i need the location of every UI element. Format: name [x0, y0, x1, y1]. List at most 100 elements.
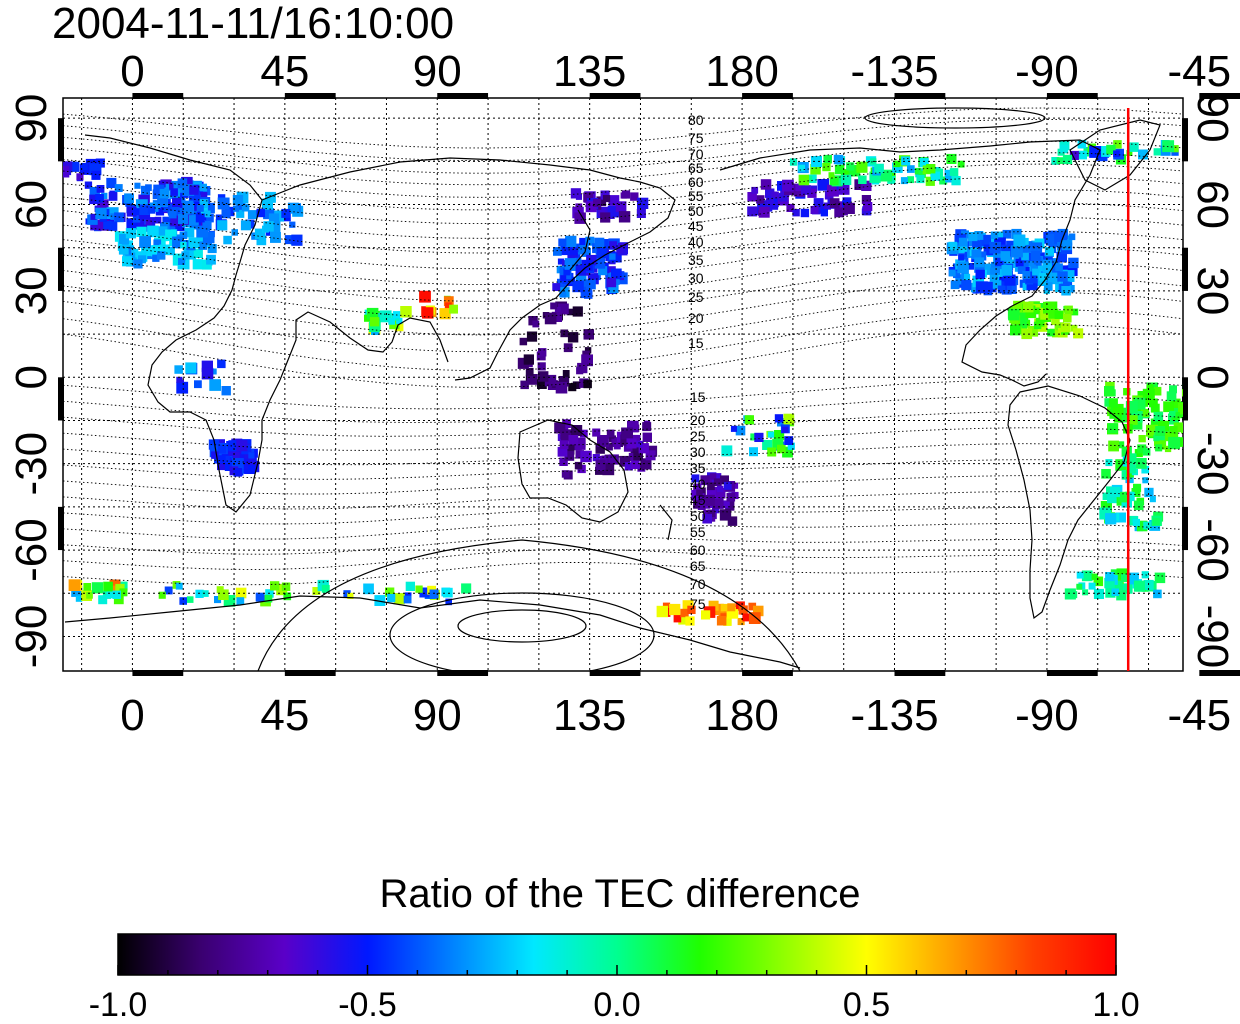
tec-data-cell [269, 221, 281, 232]
tec-data-cell [642, 422, 652, 432]
tec-data-cell [958, 254, 965, 261]
tec-data-cell [247, 456, 256, 466]
left-lat-tick-label: 90 [7, 94, 56, 143]
tec-data-cell [159, 188, 170, 199]
tec-data-cell [241, 203, 250, 212]
right-lat-tick-label: 30 [1188, 266, 1237, 315]
tec-data-cell [1001, 265, 1013, 276]
tec-data-cell [188, 190, 201, 202]
tec-data-cell [184, 227, 195, 238]
tec-data-cell [83, 583, 92, 591]
tec-data-cell [1125, 400, 1138, 413]
tec-data-cell [810, 156, 822, 168]
tec-data-cell [405, 581, 415, 591]
tec-data-cell [89, 187, 100, 198]
tec-data-cell [600, 212, 611, 223]
tec-data-cell [1027, 326, 1039, 337]
tec-data-cell [198, 241, 208, 250]
tec-data-cell [975, 269, 985, 280]
tec-data-cell [1141, 408, 1150, 417]
tec-data-cell [800, 208, 810, 218]
contour-label: 20 [688, 310, 704, 326]
bottom-lon-tick-label: -135 [850, 691, 938, 740]
tec-data-cell [1146, 424, 1158, 437]
tec-data-cell [182, 200, 194, 212]
tec-data-cell [1131, 488, 1141, 497]
tec-data-cell [138, 255, 146, 264]
tec-data-cell [185, 362, 197, 374]
tec-data-cell [1113, 580, 1123, 591]
tec-data-cell [1150, 403, 1160, 413]
tec-data-cell [1123, 388, 1131, 396]
tec-data-cell [880, 169, 893, 182]
tec-data-cell [95, 194, 104, 203]
tec-data-cell [1126, 469, 1134, 478]
tec-data-cell [773, 430, 785, 441]
tec-data-cell [1008, 308, 1020, 321]
tec-data-cell [196, 204, 204, 212]
tec-data-cell [172, 197, 182, 207]
tec-data-cell [1035, 259, 1042, 266]
top-frame-bar [894, 93, 946, 99]
tec-data-cell [261, 198, 273, 210]
tec-data-cell [68, 579, 81, 591]
bottom-frame-bar [589, 670, 641, 676]
tec-data-cell [202, 231, 215, 244]
tec-data-cell [1117, 441, 1125, 449]
tec-data-cell [766, 196, 775, 205]
tec-data-cell [1048, 263, 1061, 275]
top-lon-tick-label: 45 [260, 47, 309, 96]
tec-data-cell [630, 192, 639, 201]
tec-data-cell [110, 585, 117, 592]
tec-data-cell [312, 587, 321, 595]
tec-data-cell [580, 429, 588, 438]
tec-data-cell [762, 439, 773, 450]
contour-south [63, 522, 1183, 540]
tec-data-cell [572, 381, 581, 389]
tec-data-cell [1169, 425, 1178, 435]
tec-data-cell [874, 163, 884, 174]
tec-data-cell [961, 280, 972, 291]
tec-data-cell [1162, 140, 1175, 153]
tec-data-cell [177, 178, 188, 188]
tec-data-cell [721, 500, 730, 509]
contour-label: 15 [688, 335, 704, 351]
tec-data-cell [624, 462, 633, 471]
tec-data-cell [523, 354, 534, 365]
tec-data-cell [1045, 247, 1054, 256]
coastline-south-america [1007, 385, 1131, 620]
tec-data-cell [1125, 453, 1137, 465]
tec-data-cell [532, 320, 540, 328]
tec-data-cell [1107, 493, 1117, 504]
tec-data-cell [1070, 591, 1078, 599]
tec-data-cell [1061, 240, 1072, 251]
tec-data-cell [583, 379, 592, 389]
tec-data-cell [1027, 260, 1038, 272]
tec-data-cell [594, 237, 605, 248]
tec-data-cell [721, 445, 733, 457]
tec-data-cell [1013, 234, 1026, 247]
bottom-lon-tick-label: -45 [1168, 691, 1232, 740]
contour-label: 40 [690, 476, 706, 492]
tec-data-cell [557, 446, 568, 457]
tec-data-cell [840, 169, 851, 179]
left-frame-bar [58, 118, 64, 162]
tec-data-cell [574, 461, 583, 470]
tec-data-cell [1142, 477, 1149, 484]
tec-data-cell [1076, 583, 1083, 590]
tec-data-cell [1138, 149, 1148, 160]
contour-label: 65 [690, 558, 706, 574]
tec-data-cell [1010, 324, 1021, 336]
tec-data-cell [798, 174, 810, 186]
tec-data-cell [613, 442, 621, 450]
tec-data-cell [576, 367, 584, 375]
tec-data-cell [770, 202, 779, 210]
tec-data-cell [256, 208, 265, 218]
tec-data-cell [784, 436, 794, 445]
tec-data-cell [964, 273, 971, 280]
tec-data-cell [181, 251, 190, 260]
tec-data-cell [727, 516, 738, 526]
tec-data-cell [782, 426, 789, 433]
tec-data-cell [757, 200, 768, 211]
contour-label: 50 [688, 203, 704, 219]
